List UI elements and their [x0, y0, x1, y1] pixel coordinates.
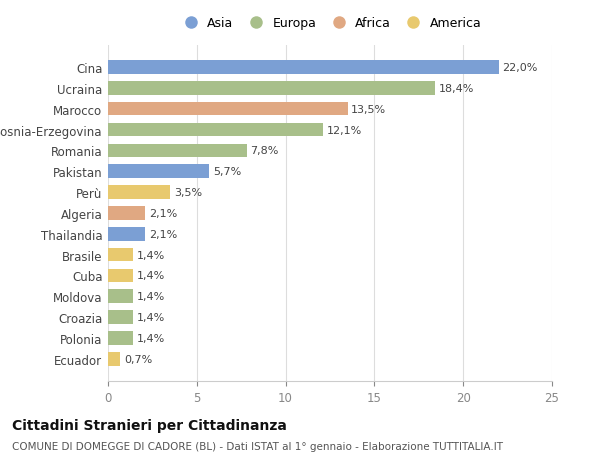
Bar — [108, 103, 348, 116]
Bar — [108, 228, 145, 241]
Bar — [108, 207, 145, 220]
Text: 1,4%: 1,4% — [136, 271, 164, 281]
Text: 22,0%: 22,0% — [502, 63, 538, 73]
Bar — [108, 165, 209, 179]
Text: 1,4%: 1,4% — [136, 291, 164, 302]
Bar — [108, 248, 133, 262]
Text: 13,5%: 13,5% — [352, 105, 386, 114]
Bar — [108, 61, 499, 75]
Text: 1,4%: 1,4% — [136, 313, 164, 322]
Text: 12,1%: 12,1% — [326, 125, 362, 135]
Bar — [108, 331, 133, 345]
Bar — [108, 311, 133, 324]
Text: 7,8%: 7,8% — [250, 146, 278, 156]
Bar — [108, 82, 435, 95]
Text: 5,7%: 5,7% — [213, 167, 241, 177]
Text: 3,5%: 3,5% — [174, 188, 202, 198]
Text: Cittadini Stranieri per Cittadinanza: Cittadini Stranieri per Cittadinanza — [12, 418, 287, 431]
Text: 18,4%: 18,4% — [439, 84, 474, 94]
Bar — [108, 269, 133, 283]
Text: 1,4%: 1,4% — [136, 333, 164, 343]
Text: 1,4%: 1,4% — [136, 250, 164, 260]
Bar — [108, 123, 323, 137]
Text: 2,1%: 2,1% — [149, 208, 177, 218]
Bar — [108, 290, 133, 303]
Text: 2,1%: 2,1% — [149, 229, 177, 239]
Bar — [108, 144, 247, 158]
Text: 0,7%: 0,7% — [124, 354, 152, 364]
Bar — [108, 186, 170, 199]
Text: COMUNE DI DOMEGGE DI CADORE (BL) - Dati ISTAT al 1° gennaio - Elaborazione TUTTI: COMUNE DI DOMEGGE DI CADORE (BL) - Dati … — [12, 441, 503, 451]
Legend: Asia, Europa, Africa, America: Asia, Europa, Africa, America — [173, 12, 487, 35]
Bar — [108, 352, 121, 366]
